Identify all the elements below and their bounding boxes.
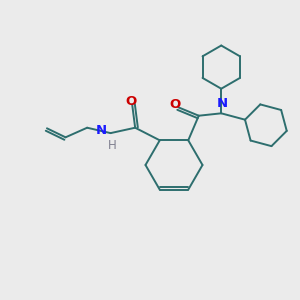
Text: O: O (169, 98, 180, 111)
Text: H: H (108, 139, 116, 152)
Text: N: N (217, 97, 228, 110)
Text: O: O (125, 95, 136, 108)
Text: N: N (96, 124, 107, 137)
